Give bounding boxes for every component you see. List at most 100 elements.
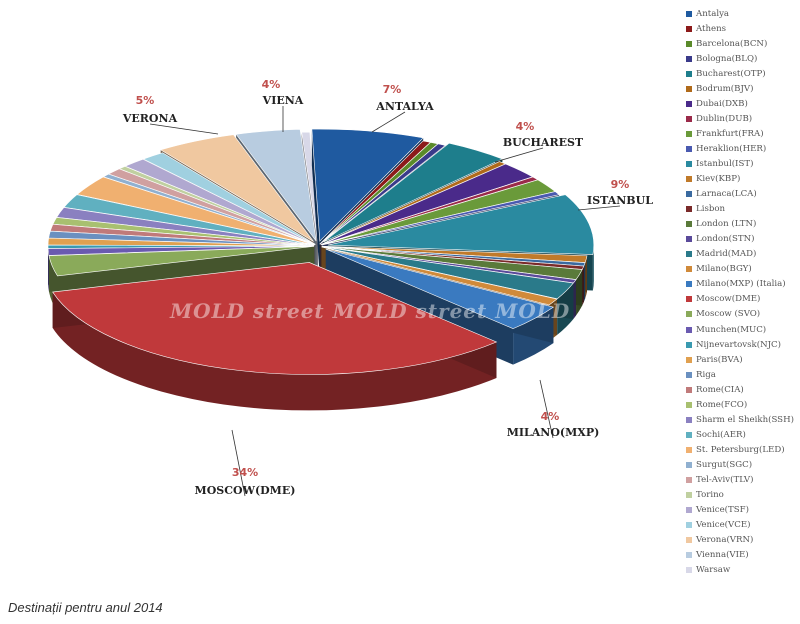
callout-percent: 4% [262,78,281,91]
legend-item-rome-fco: Rome(FCO) [686,397,798,412]
slice-top [319,143,446,245]
legend-label: Venice(TSF) [696,505,749,516]
legend-item-athens: Athens [686,21,798,36]
callout-percent: 9% [611,178,630,191]
callout-label: VIENA [262,94,304,107]
legend-swatch [686,341,692,348]
legend-item-st-petersburg-led: St. Petersburg(LED) [686,442,798,457]
slice-top [159,134,314,242]
legend-item-milano-bgy: Milano(BGY) [686,262,798,277]
legend-label: Nijnevartovsk(NJC) [696,339,781,350]
legend-label: London(STN) [696,234,755,245]
legend-swatch [686,567,692,574]
legend-item-frankfurt-fra: Frankfurt(FRA) [686,126,798,141]
legend-label: Bologna(BLQ) [696,53,758,64]
legend-swatch [686,206,692,213]
legend-swatch [686,326,692,333]
legend-label: Riga [696,369,716,380]
legend-item-london-stn: London(STN) [686,232,798,247]
legend-item-vienna-vie: Vienna(VIE) [686,548,798,563]
legend-label: Heraklion(HER) [696,143,767,154]
legend-swatch [686,461,692,468]
legend-label: Antalya [696,8,730,19]
legend-item-nijnevartovsk-njc: Nijnevartovsk(NJC) [686,337,798,352]
legend-label: Kiev(KBP) [696,174,741,185]
callout-verona: 5% VERONA [122,94,219,135]
legend-swatch [686,371,692,378]
legend-swatch [686,100,692,107]
callout-label: BUCHAREST [503,136,584,149]
legend-label: Bodrum(BJV) [696,83,754,94]
legend-item-kiev-kbp: Kiev(KBP) [686,172,798,187]
legend-label: Paris(BVA) [696,354,743,365]
slice-top [48,246,315,277]
legend-swatch [686,251,692,258]
legend-item-bologna-blq: Bologna(BLQ) [686,51,798,66]
legend-swatch [686,266,692,273]
legend-swatch [686,25,692,32]
legend-swatch [686,522,692,529]
legend-swatch [686,416,692,423]
legend-item-madrid-mad: Madrid(MAD) [686,247,798,262]
legend-item-venice-vce: Venice(VCE) [686,518,798,533]
legend-swatch [686,281,692,288]
legend-item-bucharest-otp: Bucharest(OTP) [686,66,798,81]
legend-label: Athens [696,23,727,34]
legend-label: Milano(BGY) [696,264,752,275]
legend-swatch [686,55,692,62]
legend-item-dublin-dub: Dublin(DUB) [686,111,798,126]
legend-swatch [686,176,692,183]
legend-label: Lisbon [696,204,726,215]
legend-item-sharm-el-sheikh-ssh: Sharm el Sheikh(SSH) [686,412,798,427]
callout-percent: 7% [383,83,402,96]
callout-label: ISTANBUL [587,194,653,207]
legend-label: Milano(MXP) (Italia) [696,279,786,290]
callout-leader [494,147,544,163]
legend-label: Torino [696,490,724,501]
legend-label: Rome(CIA) [696,384,744,395]
legend-label: London (LTN) [696,219,757,230]
legend-item-istanbul-ist: Istanbul(IST) [686,156,798,171]
callout-leader [577,205,621,211]
legend-label: Bucharest(OTP) [696,68,766,79]
legend-item-sochi-aer: Sochi(AER) [686,427,798,442]
slice-top [301,131,319,245]
callout-label: MILANO(MXP) [507,426,600,439]
legend-item-barcelona-bcn: Barcelona(BCN) [686,36,798,51]
slice-top [321,246,558,306]
legend-label: Tel-Aviv(TLV) [696,474,754,485]
slice-top [325,248,555,329]
callout-percent: 5% [136,94,155,107]
legend-item-verona-vrn: Verona(VRN) [686,533,798,548]
legend-swatch [686,446,692,453]
callout-leader [149,123,219,135]
callout-leader [231,429,246,497]
legend-item-milano-mxp-italia: Milano(MXP) (Italia) [686,277,798,292]
slice-side [52,292,497,411]
legend-swatch [686,160,692,167]
caption: Destinații pentru anul 2014 [8,600,163,615]
callouts: 7% ANTALYA 4% BUCHAREST 9% ISTANBUL 4% MILANO(M… [122,78,653,497]
callout-label: MOSCOW(DME) [195,484,296,497]
slice-top [321,191,560,246]
legend-item-heraklion-her: Heraklion(HER) [686,141,798,156]
callout-milano-mxp: 4% MILANO(MXP) [507,379,600,439]
legend-label: Sochi(AER) [696,429,746,440]
callout-istanbul: 9% ISTANBUL [577,178,653,211]
legend-item-paris-bva: Paris(BVA) [686,352,798,367]
legend-label: Dublin(DUB) [696,113,753,124]
legend-label: Verona(VRN) [696,535,754,546]
legend-label: Munchen(MUC) [696,324,767,335]
pie-chart: MOLD street MOLD street MOLD street 7% AN… [47,78,653,497]
legend-swatch [686,130,692,137]
legend-swatch [686,431,692,438]
legend-label: Barcelona(BCN) [696,38,768,49]
legend-item-dubai-dxb: Dubai(DXB) [686,96,798,111]
legend-item-munchen-muc: Munchen(MUC) [686,322,798,337]
legend-item-surgut-sgc: Surgut(SGC) [686,457,798,472]
legend-swatch [686,40,692,47]
legend-label: Surgut(SGC) [696,459,753,470]
legend-label: Venice(VCE) [696,520,751,531]
legend-label: Rome(FCO) [696,399,748,410]
callout-percent: 34% [232,466,258,479]
